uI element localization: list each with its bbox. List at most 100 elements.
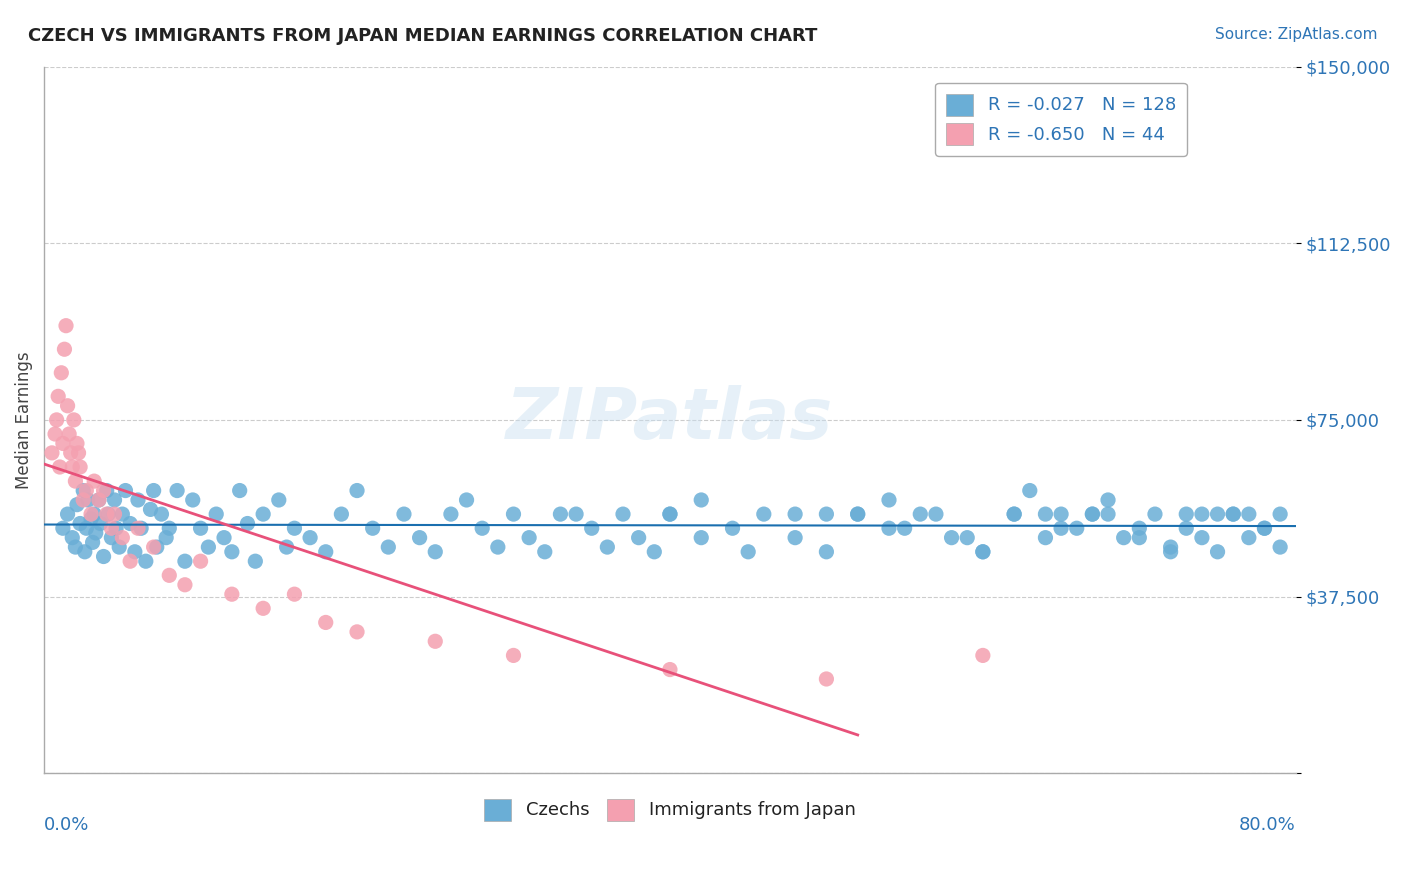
Point [658, 507, 681, 521]
Point [65, 474, 87, 488]
Point [73, 545, 96, 559]
Point [67, 446, 90, 460]
Point [1128, 521, 1150, 535]
Point [93, 483, 115, 498]
Point [1268, 507, 1291, 521]
Point [785, 531, 807, 545]
Point [142, 483, 165, 498]
Point [1253, 521, 1275, 535]
Point [846, 507, 869, 521]
Point [517, 531, 540, 545]
Point [135, 554, 157, 568]
Point [276, 540, 298, 554]
Point [75, 483, 97, 498]
Point [315, 615, 337, 630]
Point [456, 493, 478, 508]
Point [1081, 507, 1104, 521]
Point [846, 507, 869, 521]
Point [45, 413, 67, 427]
Point [105, 521, 128, 535]
Point [60, 531, 83, 545]
Text: 0.0%: 0.0% [44, 815, 90, 834]
Point [283, 521, 305, 535]
Point [721, 521, 744, 535]
Point [58, 427, 80, 442]
Point [197, 540, 219, 554]
Point [877, 521, 900, 535]
Point [471, 521, 494, 535]
Point [877, 493, 900, 508]
Point [658, 507, 681, 521]
Point [236, 516, 259, 531]
Text: 80.0%: 80.0% [1239, 815, 1296, 834]
Point [72, 483, 94, 498]
Point [72, 493, 94, 508]
Point [44, 427, 66, 442]
Point [205, 507, 228, 521]
Text: CZECH VS IMMIGRANTS FROM JAPAN MEDIAN EARNINGS CORRELATION CHART: CZECH VS IMMIGRANTS FROM JAPAN MEDIAN EA… [28, 27, 817, 45]
Point [690, 493, 713, 508]
Point [627, 531, 650, 545]
Point [124, 545, 146, 559]
Point [815, 672, 838, 686]
Point [1222, 507, 1244, 521]
Point [565, 507, 588, 521]
Point [1237, 531, 1260, 545]
Point [93, 549, 115, 564]
Point [550, 507, 572, 521]
Point [174, 554, 197, 568]
Point [75, 521, 97, 535]
Point [96, 507, 118, 521]
Point [120, 554, 142, 568]
Point [1112, 531, 1135, 545]
Point [49, 460, 72, 475]
Point [502, 648, 524, 663]
Point [150, 507, 173, 521]
Point [80, 512, 103, 526]
Point [658, 663, 681, 677]
Point [174, 578, 197, 592]
Point [267, 493, 290, 508]
Point [315, 545, 337, 559]
Point [1160, 545, 1182, 559]
Point [155, 531, 177, 545]
Point [56, 399, 79, 413]
Point [1035, 507, 1057, 521]
Point [60, 460, 83, 475]
Point [59, 446, 82, 460]
Point [1035, 531, 1057, 545]
Point [1175, 507, 1198, 521]
Point [1066, 521, 1088, 535]
Point [100, 531, 122, 545]
Text: Source: ZipAtlas.com: Source: ZipAtlas.com [1215, 27, 1378, 42]
Point [228, 483, 250, 498]
Point [893, 521, 915, 535]
Point [1191, 531, 1213, 545]
Point [785, 507, 807, 521]
Point [111, 531, 134, 545]
Point [157, 521, 180, 535]
Point [82, 535, 104, 549]
Point [1002, 507, 1025, 521]
Point [1160, 540, 1182, 554]
Point [212, 531, 235, 545]
Point [925, 507, 948, 521]
Legend: Czechs, Immigrants from Japan: Czechs, Immigrants from Japan [477, 791, 863, 828]
Point [941, 531, 963, 545]
Point [972, 648, 994, 663]
Point [752, 507, 775, 521]
Point [96, 483, 118, 498]
Point [1002, 507, 1025, 521]
Point [127, 493, 149, 508]
Point [502, 507, 524, 521]
Point [142, 540, 165, 554]
Point [46, 389, 69, 403]
Point [63, 413, 86, 427]
Point [1206, 507, 1229, 521]
Y-axis label: Median Earnings: Median Earnings [15, 351, 32, 489]
Point [1206, 545, 1229, 559]
Point [1018, 483, 1040, 498]
Point [87, 493, 110, 508]
Point [1268, 540, 1291, 554]
Point [1143, 507, 1166, 521]
